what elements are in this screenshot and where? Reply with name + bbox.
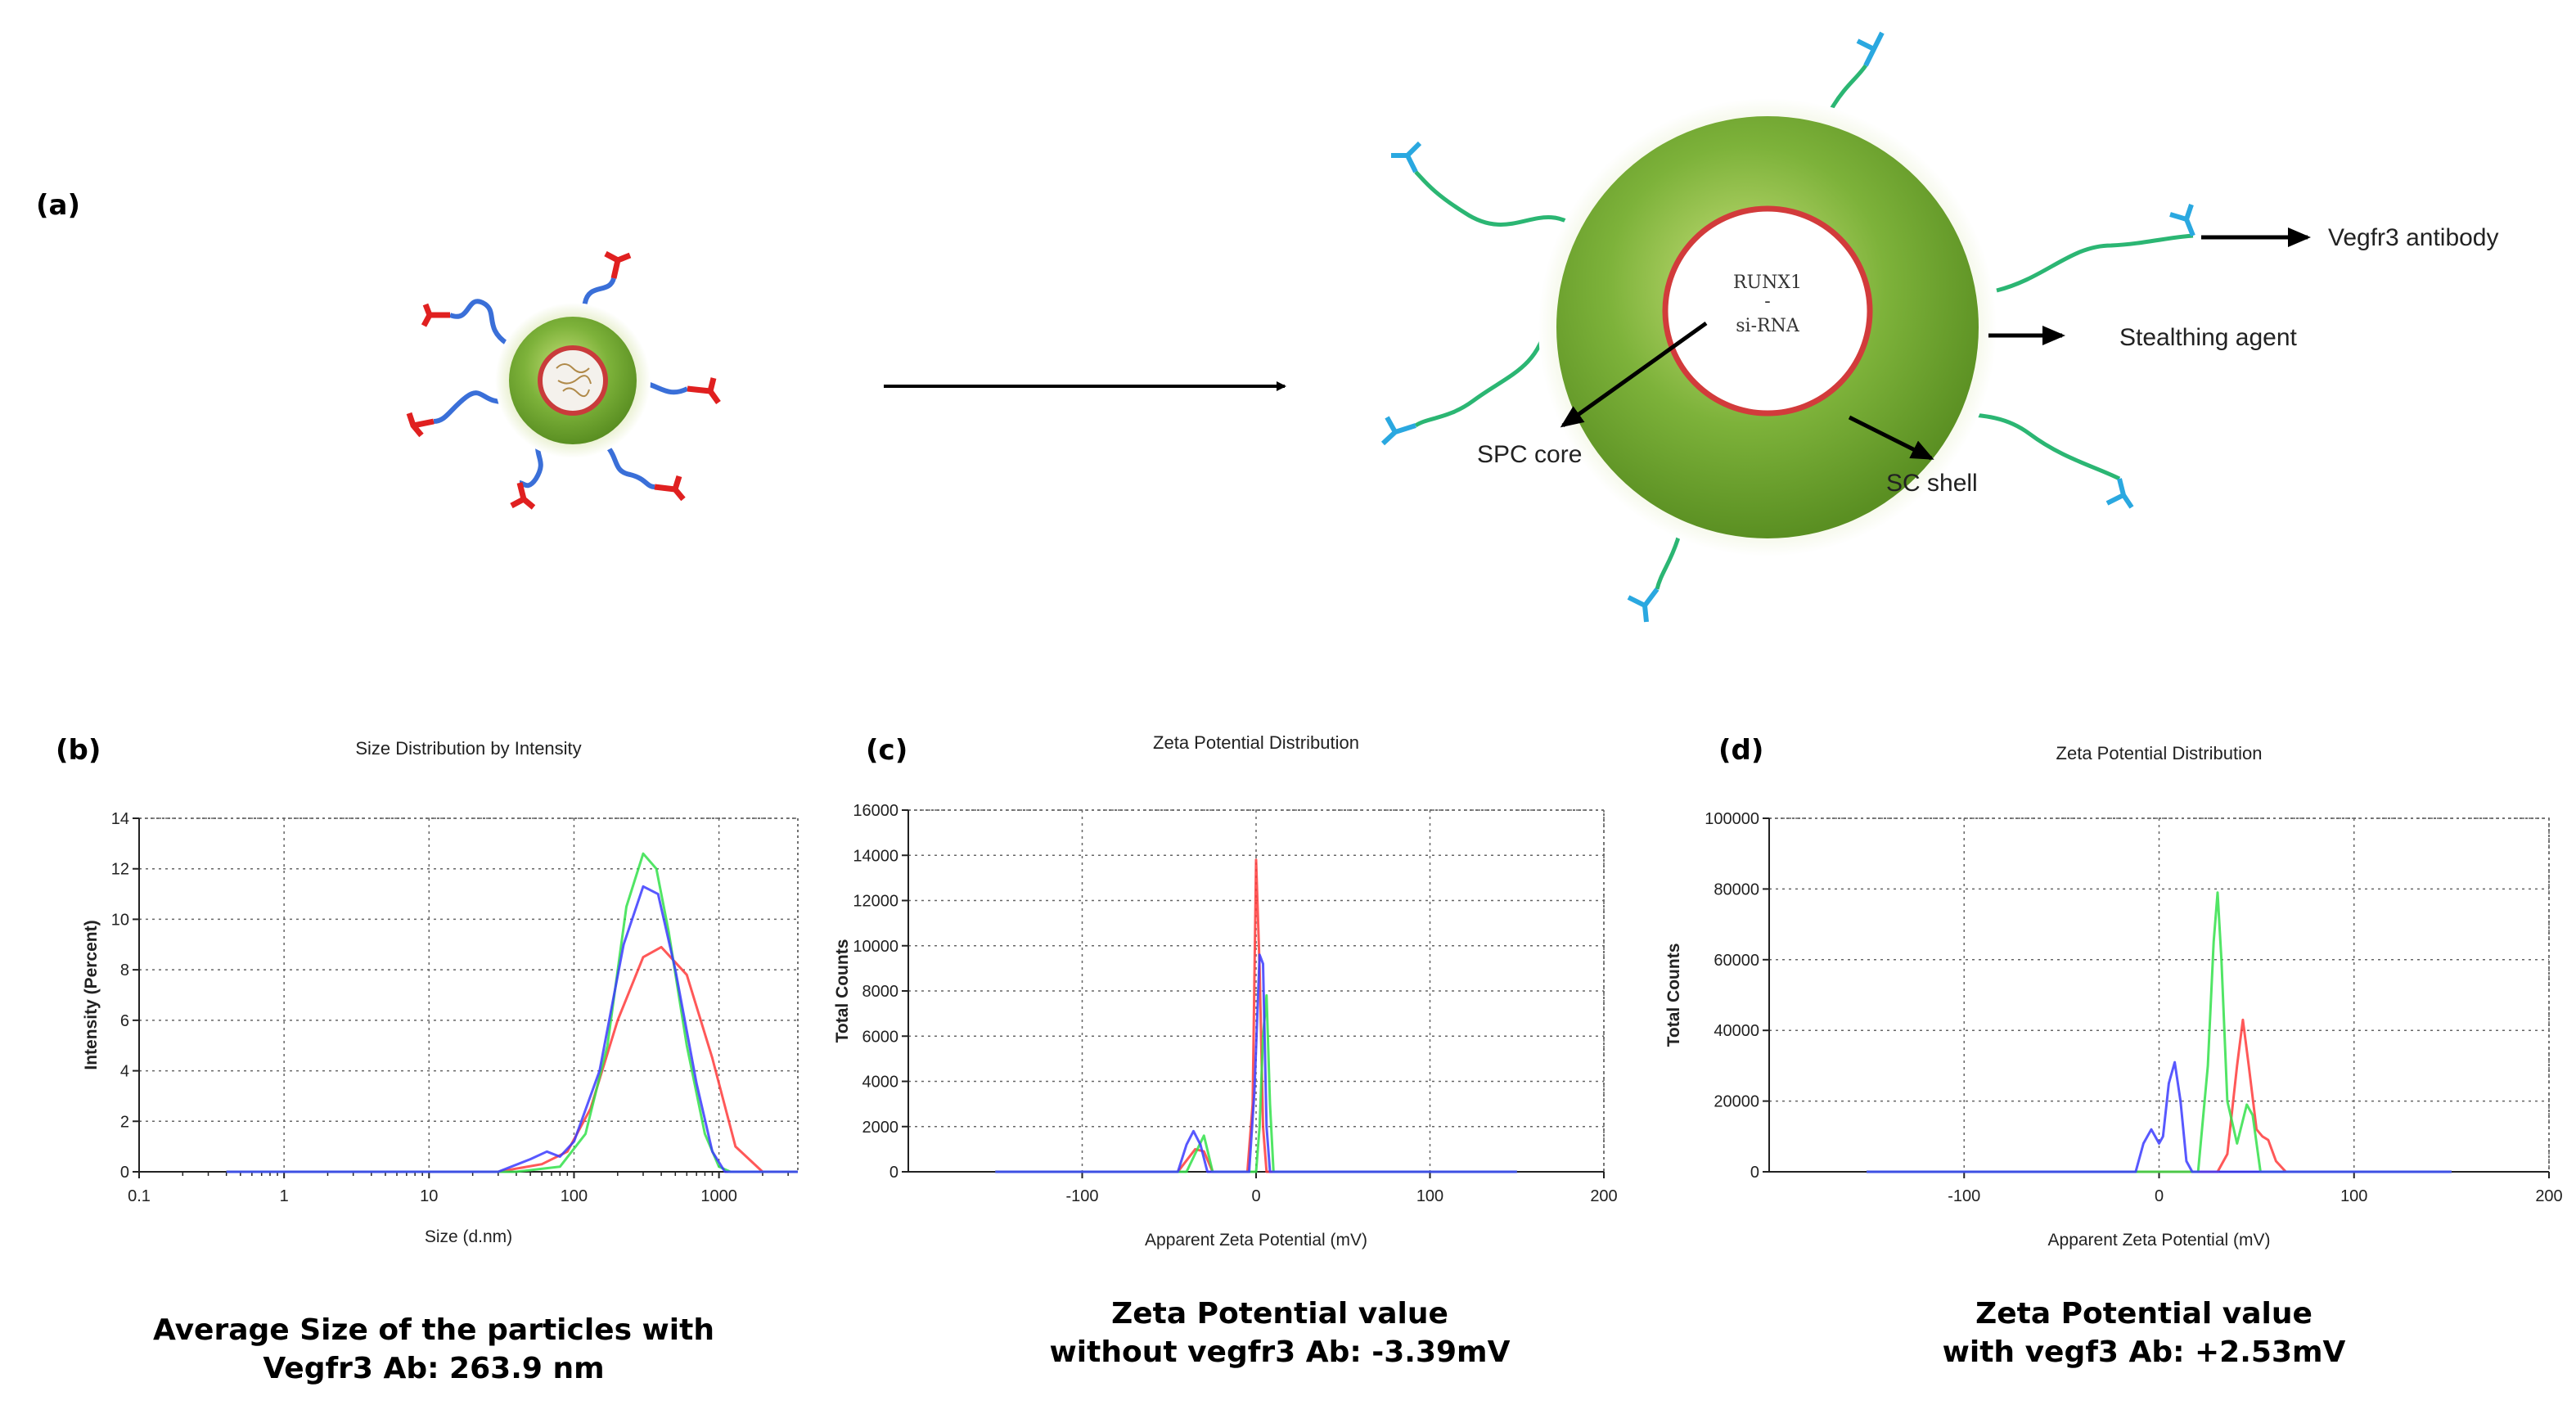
panel-label-a: (a) — [36, 189, 80, 222]
y-tick-label: 10000 — [853, 938, 898, 956]
label-antibody: Vegfr3 antibody — [2328, 224, 2499, 251]
y-axis-label: Total Counts — [1664, 943, 1683, 1047]
y-tick-label: 60000 — [1714, 952, 1759, 970]
series-line-blue — [995, 953, 1517, 1173]
y-tick-label: 8 — [120, 961, 129, 979]
y-tick-label: 6000 — [862, 1028, 899, 1046]
series-line-red — [1867, 1018, 2452, 1173]
y-tick-label: 100000 — [1705, 810, 1759, 828]
caption-b-line2: Vegfr3 Ab: 263.9 nm — [263, 1352, 604, 1385]
x-tick-label: 10 — [420, 1187, 438, 1205]
caption-c-line1: Zeta Potential value — [1111, 1297, 1448, 1331]
plot-frame — [138, 817, 799, 1173]
y-axis-label: Intensity (Percent) — [82, 920, 101, 1070]
chart-c: Zeta Potential Distribution0200040006000… — [833, 732, 1618, 1250]
x-tick-label: 0 — [2155, 1187, 2164, 1205]
y-tick-label: 0 — [120, 1164, 129, 1182]
x-tick-label: 100 — [1416, 1187, 1443, 1205]
x-tick-label: -100 — [1065, 1187, 1098, 1205]
x-tick-label: 200 — [2535, 1187, 2562, 1205]
core-text-line1: RUNX1 — [1733, 272, 1802, 293]
x-tick-label: -100 — [1948, 1187, 1980, 1205]
chart-d: Zeta Potential Distribution 0 20000 40000 60… — [1664, 743, 2563, 1250]
label-core: SPC core — [1477, 441, 1582, 468]
panel-label-d: (d) — [1718, 734, 1763, 767]
core-text-line2: - — [1764, 291, 1770, 312]
caption-d-line1: Zeta Potential value — [1975, 1297, 2313, 1331]
label-shell: SC shell — [1886, 470, 1978, 497]
series-line-green — [226, 852, 798, 1173]
y-tick-label: 10 — [111, 911, 129, 929]
y-tick-label: 2000 — [862, 1119, 899, 1137]
y-tick-label: 20000 — [1714, 1093, 1759, 1111]
y-tick-label: 12000 — [853, 893, 898, 911]
x-axis-label: Apparent Zeta Potential (mV) — [1145, 1231, 1367, 1250]
series-line-blue — [1867, 1060, 2452, 1173]
caption-b-line1: Average Size of the particles with — [153, 1313, 714, 1347]
y-tick-label: 16000 — [853, 802, 898, 820]
y-tick-label: 0 — [889, 1164, 898, 1182]
y-tick-label: 14 — [111, 810, 129, 828]
small-nanoparticle — [406, 250, 721, 510]
label-stealth: Stealthing agent — [2119, 324, 2298, 351]
series-line-green — [995, 994, 1517, 1173]
caption-d-line2: with vegf3 Ab: +2.53mV — [1943, 1335, 2346, 1369]
series-line-blue — [226, 885, 798, 1173]
x-tick-label: 200 — [1590, 1187, 1617, 1205]
y-axis-label: Total Counts — [833, 939, 852, 1043]
core-text-line3: si-RNA — [1736, 316, 1800, 336]
x-axis-label: Size (d.nm) — [425, 1227, 512, 1246]
series-line-red — [226, 945, 798, 1173]
y-tick-label: 12 — [111, 861, 129, 879]
y-tick-label: 6 — [120, 1012, 129, 1030]
y-tick-label: 80000 — [1714, 880, 1759, 898]
x-tick-label: 100 — [561, 1187, 588, 1205]
y-tick-label: 8000 — [862, 983, 899, 1001]
caption-c-line2: without vegfr3 Ab: -3.39mV — [1050, 1335, 1511, 1369]
x-tick-label: 0.1 — [128, 1187, 151, 1205]
y-tick-label: 14000 — [853, 847, 898, 865]
y-tick-label: 4 — [120, 1063, 129, 1081]
chart-b: Size Distribution by Intensity 0 2 4 6 8 10 12 1… — [82, 738, 799, 1246]
large-nanoparticle: RUNX1 - si-RNA — [1380, 31, 2195, 623]
x-tick-label: 100 — [2340, 1187, 2367, 1205]
schematic-callouts: Vegfr3 antibody Stealthing agent SPC cor… — [1477, 224, 2499, 497]
panel-label-c: (c) — [866, 734, 907, 767]
chart-title: Zeta Potential Distribution — [2056, 743, 2263, 763]
chart-title: Zeta Potential Distribution — [1153, 732, 1359, 753]
x-tick-label: 1 — [280, 1187, 289, 1205]
panel-label-b: (b) — [56, 734, 101, 767]
y-tick-label: 40000 — [1714, 1022, 1759, 1040]
x-axis-label: Apparent Zeta Potential (mV) — [2048, 1231, 2271, 1250]
chart-title: Size Distribution by Intensity — [355, 738, 581, 759]
y-tick-label: 0 — [1750, 1164, 1759, 1182]
x-tick-label: 0 — [1251, 1187, 1260, 1205]
x-tick-label: 1000 — [700, 1187, 737, 1205]
y-tick-label: 4000 — [862, 1074, 899, 1092]
y-tick-label: 2 — [120, 1113, 129, 1131]
series-line-green — [1867, 891, 2452, 1173]
